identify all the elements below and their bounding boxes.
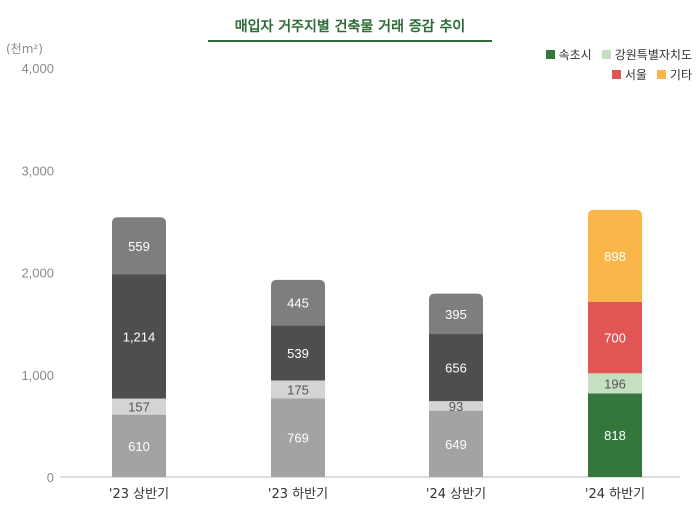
x-category-label: '23 상반기 <box>109 487 169 502</box>
bar-segment <box>429 410 483 477</box>
legend-item-other: 기타 <box>656 66 692 83</box>
bar-segment <box>588 301 642 374</box>
legend-item-seoul: 서울 <box>611 66 647 83</box>
bar-segment <box>271 325 325 381</box>
legend-item-gangwon: 강원특별자치도 <box>601 46 692 63</box>
bar-segment <box>112 414 166 477</box>
legend-label-gangwon: 강원특별자치도 <box>614 47 692 62</box>
y-tick-label: 4,000 <box>21 61 54 76</box>
y-tick-label: 3,000 <box>21 163 54 178</box>
unit-label: (천m²) <box>6 42 43 56</box>
data-label: 898 <box>604 249 626 264</box>
data-label: 610 <box>128 439 150 454</box>
bar-segment <box>429 293 483 335</box>
x-category-label: '24 하반기 <box>585 487 645 502</box>
data-label: 157 <box>128 400 150 415</box>
data-label: 395 <box>445 307 467 322</box>
bar-segment <box>112 398 166 415</box>
bar-segment <box>112 274 166 399</box>
legend-row-1: 속초시 강원특별자치도 <box>492 44 692 64</box>
x-category-label: '23 하반기 <box>268 487 328 502</box>
y-tick-label: 2,000 <box>21 266 54 281</box>
data-label: 769 <box>287 431 309 446</box>
bar-segment <box>588 373 642 394</box>
legend-swatch-other <box>656 69 666 79</box>
data-label: 656 <box>445 361 467 376</box>
bar-segment <box>429 334 483 402</box>
data-label: 700 <box>604 331 626 346</box>
bar-segment <box>112 217 166 275</box>
y-tick-label: 1,000 <box>21 368 54 383</box>
data-label: 649 <box>445 437 467 452</box>
data-label: 818 <box>604 428 626 443</box>
y-tick-label: 0 <box>47 470 54 485</box>
bar-segment <box>271 380 325 399</box>
chart-title: 매입자 거주지별 건축물 거래 증감 추이 <box>208 12 492 42</box>
bar-segment <box>588 393 642 477</box>
legend-row-2: 서울 기타 <box>492 64 692 84</box>
data-label: 196 <box>604 376 626 391</box>
data-label: 559 <box>128 239 150 254</box>
title-bar: 매입자 거주지별 건축물 거래 증감 추이 <box>0 0 700 48</box>
data-label: 539 <box>287 346 309 361</box>
data-label: 93 <box>449 399 463 414</box>
legend-swatch-sokcho <box>545 49 555 59</box>
legend-swatch-gangwon <box>601 49 611 59</box>
x-category-label: '24 상반기 <box>426 487 486 502</box>
data-label: 1,214 <box>123 330 156 345</box>
legend-label-seoul: 서울 <box>624 67 647 82</box>
legend: 속초시 강원특별자치도 서울 기타 <box>492 44 692 84</box>
bar-segment <box>271 398 325 477</box>
data-label: 445 <box>287 296 309 311</box>
bar-segment <box>588 209 642 302</box>
legend-label-other: 기타 <box>669 67 692 82</box>
data-label: 175 <box>287 382 309 397</box>
bar-segment <box>429 401 483 411</box>
legend-item-sokcho: 속초시 <box>545 46 592 63</box>
legend-swatch-seoul <box>611 69 621 79</box>
legend-label-sokcho: 속초시 <box>558 47 592 62</box>
bar-segment <box>271 279 325 326</box>
